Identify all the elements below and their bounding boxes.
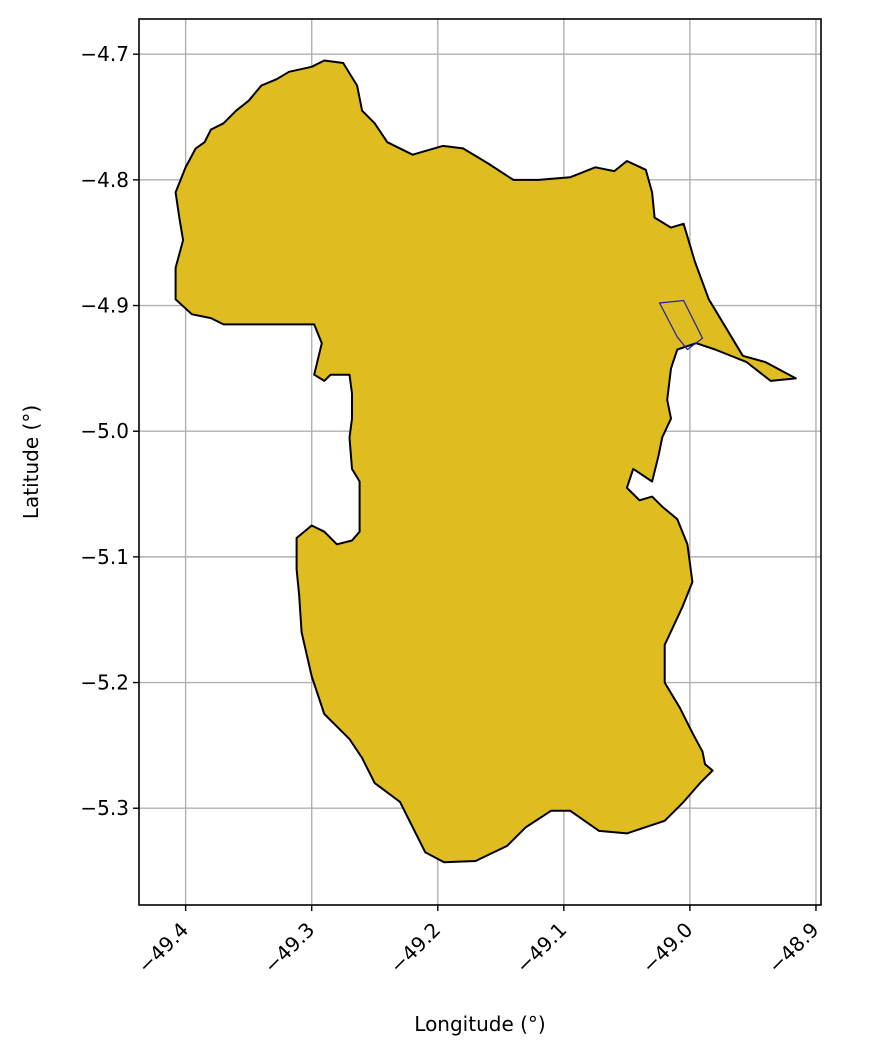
x-tick-label-2: −49.2 <box>385 918 445 978</box>
x-tick-label-0: −49.4 <box>133 918 193 978</box>
y-tick-label-5: −5.2 <box>80 671 129 695</box>
y-tick-label-3: −5.0 <box>80 419 129 443</box>
y-tick-label-4: −5.1 <box>80 545 129 569</box>
x-axis-label: Longitude (°) <box>414 1012 545 1036</box>
y-tick-label-1: −4.8 <box>80 168 129 192</box>
x-tick-label-1: −49.3 <box>259 918 319 978</box>
x-tick-label-5: −48.9 <box>763 918 823 978</box>
x-tick-label-4: −49.0 <box>637 918 697 978</box>
y-axis-label: Latitude (°) <box>19 405 43 519</box>
x-tick-label-3: −49.1 <box>511 918 571 978</box>
region-polygon <box>174 59 797 864</box>
inset-polygon <box>658 299 704 351</box>
y-axis-ticks: −4.7 −4.8 −4.9 −5.0 −5.1 −5.2 −5.3 <box>80 42 139 820</box>
x-axis-ticks: −49.4 −49.3 −49.2 −49.1 −49.0 −48.9 <box>133 905 823 978</box>
y-tick-label-0: −4.7 <box>80 42 129 66</box>
plot-frame <box>138 18 822 906</box>
map-shapes <box>174 59 797 864</box>
y-tick-label-6: −5.3 <box>80 796 129 820</box>
y-tick-label-2: −4.9 <box>80 294 129 318</box>
